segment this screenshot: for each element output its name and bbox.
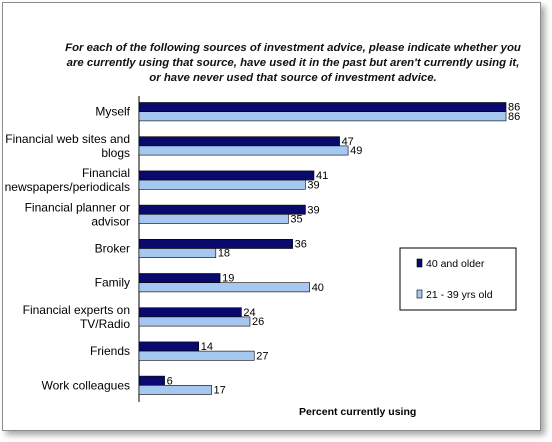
- category-label-2-line0: Financial: [82, 166, 130, 180]
- bars-group: [138, 96, 507, 402]
- category-label-4: Broker: [95, 242, 130, 256]
- value-label-younger-0: 86: [508, 111, 520, 123]
- category-label-6-line1: TV/Radio: [80, 317, 130, 331]
- legend-box: [399, 247, 517, 311]
- legend: 40 and older 21 - 39 yrs old: [399, 247, 517, 311]
- category-label-1-line0: Financial web sites and: [5, 132, 130, 146]
- bar-younger-3: [138, 214, 289, 224]
- category-label-3-line1: advisor: [91, 214, 130, 228]
- bar-younger-8: [138, 384, 212, 395]
- x-axis-label: Percent currently using: [299, 406, 416, 418]
- value-label-older-3: 39: [307, 204, 319, 216]
- value-label-younger-2: 39: [307, 179, 319, 191]
- category-label-8: Work colleagues: [42, 378, 131, 392]
- bar-younger-2: [138, 179, 306, 190]
- value-label-younger-1: 49: [350, 145, 362, 157]
- value-label-younger-8: 17: [214, 385, 226, 397]
- value-label-older-5: 19: [222, 273, 234, 285]
- bar-older-3: [138, 204, 306, 215]
- value-label-younger-3: 35: [290, 214, 302, 226]
- value-label-older-0: 86: [508, 102, 520, 114]
- value-label-younger-7: 27: [256, 350, 268, 362]
- bar-older-8: [138, 375, 165, 386]
- value-label-older-4: 36: [295, 239, 307, 251]
- bar-younger-7: [138, 350, 255, 361]
- value-label-older-8: 6: [167, 375, 173, 387]
- category-label-2-line1: newspapers/periodicals: [5, 180, 130, 194]
- value-label-older-1: 47: [342, 136, 354, 148]
- value-label-younger-4: 18: [218, 248, 230, 260]
- bar-younger-1: [138, 145, 349, 156]
- bar-older-6: [138, 307, 242, 318]
- value-label-younger-5: 40: [312, 282, 324, 294]
- legend-swatch-40-and-older: [416, 258, 423, 268]
- bar-younger-5: [138, 282, 310, 293]
- chart-title: For each of the following sources of inv…: [65, 42, 521, 84]
- bar-older-2: [138, 170, 315, 181]
- category-label-0: Myself: [95, 105, 130, 119]
- bar-older-0: [138, 102, 507, 112]
- bar-older-4: [138, 239, 293, 249]
- category-label-6-line0: Financial experts on: [23, 303, 130, 317]
- category-label-7: Friends: [90, 344, 130, 358]
- value-label-younger-6: 26: [252, 316, 264, 328]
- bar-younger-4: [138, 248, 217, 258]
- category-label-5: Family: [95, 276, 130, 290]
- bar-older-1: [138, 136, 340, 147]
- value-label-older-6: 24: [243, 307, 255, 319]
- bar-older-7: [138, 341, 200, 352]
- category-label-1-line1: blogs: [101, 146, 130, 160]
- bar-younger-6: [138, 316, 251, 327]
- legend-label-21-39: 21 - 39 yrs old: [426, 289, 493, 301]
- bar-older-5: [138, 273, 221, 283]
- value-label-older-2: 41: [316, 170, 328, 182]
- legend-label-40-and-older: 40 and older: [426, 258, 485, 270]
- value-label-older-7: 14: [201, 341, 213, 353]
- bar-younger-0: [138, 111, 507, 122]
- category-label-3-line0: Financial planner or: [25, 200, 130, 214]
- legend-swatch-21-39: [416, 289, 423, 299]
